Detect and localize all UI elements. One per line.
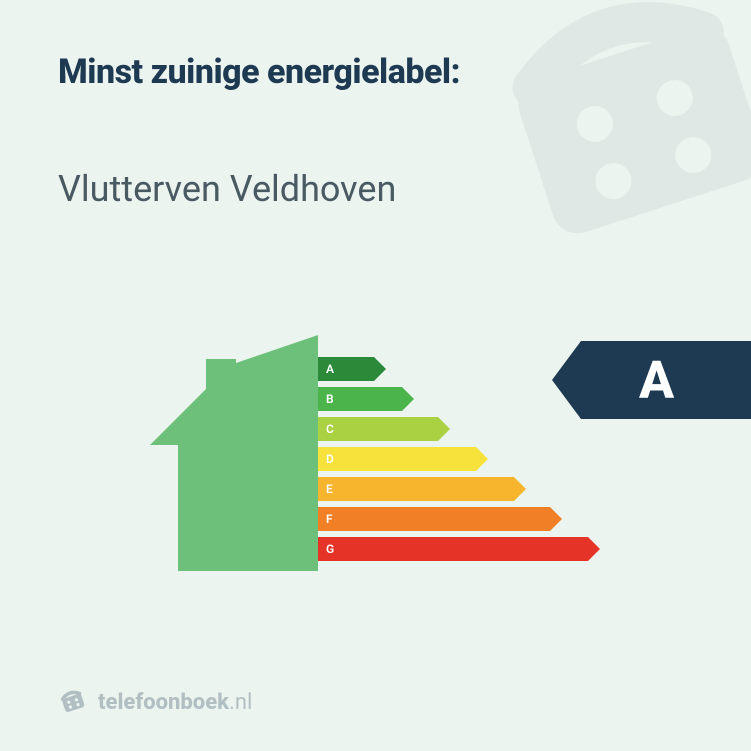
- bar-arrow-icon: [588, 537, 600, 561]
- footer-brand-text: telefoonboek.nl: [98, 690, 252, 715]
- footer-phone-icon: [58, 687, 88, 717]
- energy-bar-f: F: [318, 507, 588, 531]
- page-title: Minst zuinige energielabel:: [58, 52, 460, 92]
- energy-bar-d: D: [318, 447, 588, 471]
- bar-label: E: [318, 482, 333, 496]
- badge-arrow-icon: [552, 341, 581, 419]
- energy-bar-a: A: [318, 357, 588, 381]
- selected-rating-badge: A: [581, 341, 751, 419]
- bar-arrow-icon: [438, 417, 450, 441]
- energy-bar-g: G: [318, 537, 588, 561]
- bar-label: B: [318, 392, 334, 406]
- bar-label: F: [318, 512, 333, 526]
- bar-label: A: [318, 362, 334, 376]
- bar-arrow-icon: [402, 387, 414, 411]
- location-name: Vlutterven Veldhoven: [58, 168, 396, 210]
- bar-arrow-icon: [374, 357, 386, 381]
- selected-rating-label: A: [639, 350, 674, 411]
- energy-bar-b: B: [318, 387, 588, 411]
- bar-arrow-icon: [476, 447, 488, 471]
- bar-arrow-icon: [550, 507, 562, 531]
- watermark-phone-icon: [471, 0, 751, 300]
- bar-label: G: [318, 542, 334, 556]
- energy-bar-c: C: [318, 417, 588, 441]
- bar-label: D: [318, 452, 334, 466]
- energy-bars: A B C D E F G: [318, 357, 588, 567]
- house-icon: [150, 335, 318, 571]
- bar-arrow-icon: [514, 477, 526, 501]
- bar-label: C: [318, 422, 334, 436]
- energy-bar-e: E: [318, 477, 588, 501]
- footer-brand: telefoonboek.nl: [58, 687, 252, 717]
